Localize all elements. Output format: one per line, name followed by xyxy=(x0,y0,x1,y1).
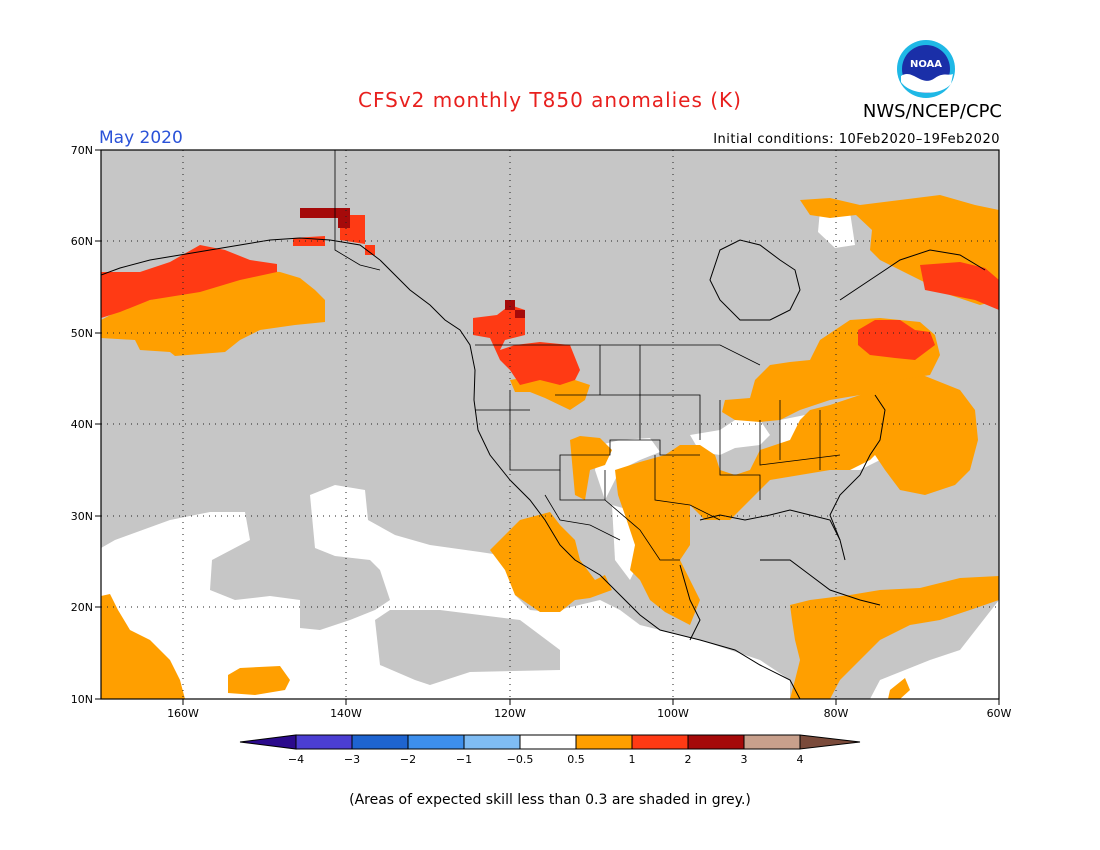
colorbar-swatch xyxy=(463,734,521,750)
colorbar-label: −3 xyxy=(344,753,360,766)
ticks xyxy=(95,149,1000,705)
colorbar-swatch xyxy=(351,734,409,750)
footnote: (Areas of expected skill less than 0.3 a… xyxy=(349,792,751,808)
lat-label: 40N xyxy=(71,418,93,431)
colorbar-swatch xyxy=(407,734,465,750)
colorbar-swatch-lt-minus4 xyxy=(239,734,297,750)
lat-label: 30N xyxy=(71,510,93,523)
noaa-logo-text: NOAA xyxy=(910,59,942,70)
colorbar-swatch xyxy=(575,734,633,750)
colorbar-label: −1 xyxy=(456,753,472,766)
lat-label: 60N xyxy=(71,235,93,248)
colorbar xyxy=(239,734,861,750)
lon-label: 140W xyxy=(330,707,362,720)
colorbar-label: 0.5 xyxy=(567,753,585,766)
lat-label: 20N xyxy=(71,601,93,614)
lon-label: 120W xyxy=(494,707,526,720)
valid-month: May 2020 xyxy=(99,128,183,148)
state-borders xyxy=(334,150,841,561)
noaa-logo: NOAA xyxy=(897,40,955,98)
colorbar-label: −0.5 xyxy=(507,753,534,766)
lat-label: 10N xyxy=(71,693,93,706)
colorbar-label: 1 xyxy=(629,753,636,766)
lon-label: 80W xyxy=(824,707,849,720)
lat-label: 50N xyxy=(71,327,93,340)
lon-label: 160W xyxy=(167,707,199,720)
colorbar-swatch xyxy=(519,734,577,750)
colorbar-label: 3 xyxy=(741,753,748,766)
colorbar-swatch-gt-4 xyxy=(799,734,861,750)
colorbar-label: 4 xyxy=(797,753,804,766)
colorbar-swatch xyxy=(743,734,801,750)
initial-conditions: Initial conditions: 10Feb2020–19Feb2020 xyxy=(713,132,1000,147)
lon-label: 100W xyxy=(657,707,689,720)
colorbar-label: −2 xyxy=(400,753,416,766)
very-warm-regions xyxy=(300,208,525,318)
agency-label: NWS/NCEP/CPC xyxy=(862,101,1002,122)
colorbar-swatch xyxy=(295,734,353,750)
lat-label: 70N xyxy=(71,144,93,157)
colorbar-label: −4 xyxy=(288,753,304,766)
colorbar-swatch xyxy=(687,734,745,750)
coastlines xyxy=(101,237,986,699)
lon-label: 60W xyxy=(987,707,1012,720)
colorbar-swatch xyxy=(631,734,689,750)
chart-title: CFSv2 monthly T850 anomalies (K) xyxy=(358,88,742,112)
colorbar-label: 2 xyxy=(685,753,692,766)
